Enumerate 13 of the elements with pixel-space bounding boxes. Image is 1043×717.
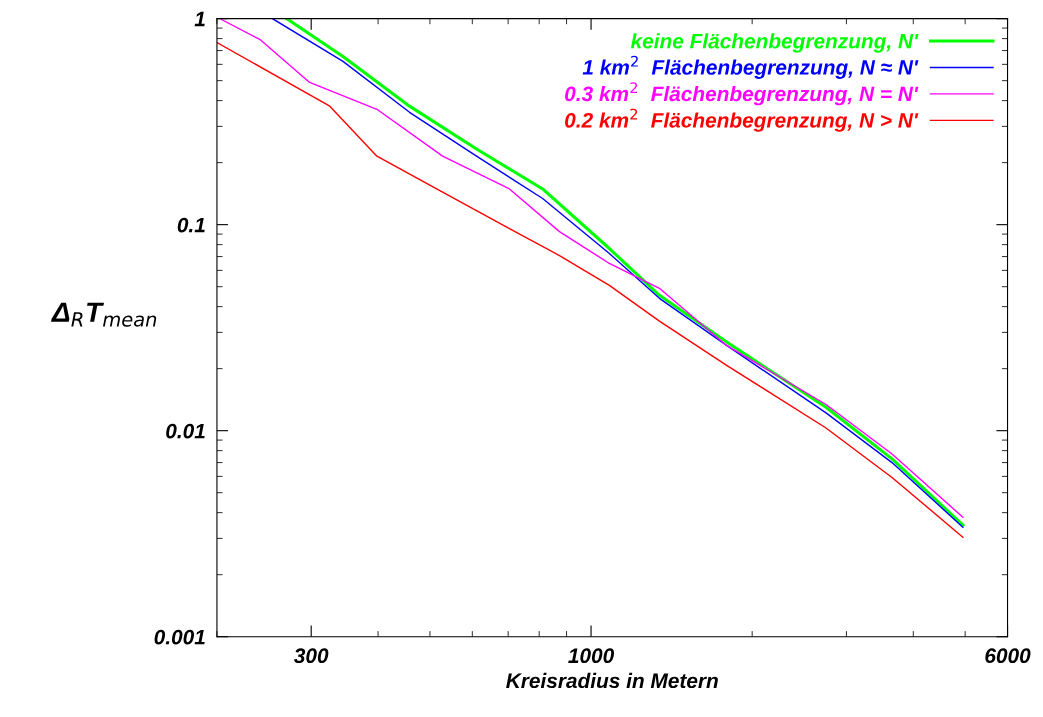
x-tick-label: 6000: [985, 648, 1031, 664]
legend-label: 0.2 km$^{2}$ Flächenbegrenzung, N > N': [565, 108, 919, 132]
legend-label: keine Flächenbegrenzung, N': [630, 33, 919, 53]
y-tick-label: 0.1: [177, 217, 205, 233]
y-tick-label: 1: [194, 11, 205, 27]
x-axis-title: Kreisradius in Metern: [506, 672, 718, 689]
legend-label: 1 km$^{2}$ Flächenbegrenzung, N ≈ N': [582, 55, 919, 79]
legend-label: 0.3 km$^{2}$ Flächenbegrenzung, N = N': [565, 82, 919, 106]
x-tick-label: 1000: [568, 648, 615, 664]
x-tick-label: 300: [293, 648, 329, 664]
y-tick-label: 0.01: [166, 423, 205, 439]
y-tick-label: 0.001: [154, 629, 205, 645]
y-axis-title: Δ$_{R}$T$_{mean}$: [51, 302, 157, 327]
